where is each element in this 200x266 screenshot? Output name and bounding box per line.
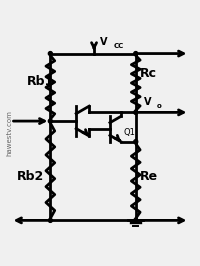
Circle shape [48, 119, 52, 123]
Text: V: V [144, 97, 151, 107]
Circle shape [134, 218, 138, 222]
Text: o: o [157, 103, 161, 109]
Circle shape [48, 218, 52, 222]
Circle shape [134, 140, 138, 144]
Text: Rb1: Rb1 [27, 75, 54, 88]
Text: hawestv.com: hawestv.com [7, 110, 13, 156]
Text: Rc: Rc [140, 67, 157, 80]
Circle shape [134, 110, 138, 114]
Text: Q1: Q1 [124, 128, 136, 138]
Circle shape [48, 52, 52, 56]
Text: CC: CC [114, 43, 124, 49]
Circle shape [134, 52, 138, 56]
Text: Rb2: Rb2 [17, 170, 44, 183]
Text: Re: Re [140, 170, 158, 183]
Text: V: V [100, 37, 108, 47]
